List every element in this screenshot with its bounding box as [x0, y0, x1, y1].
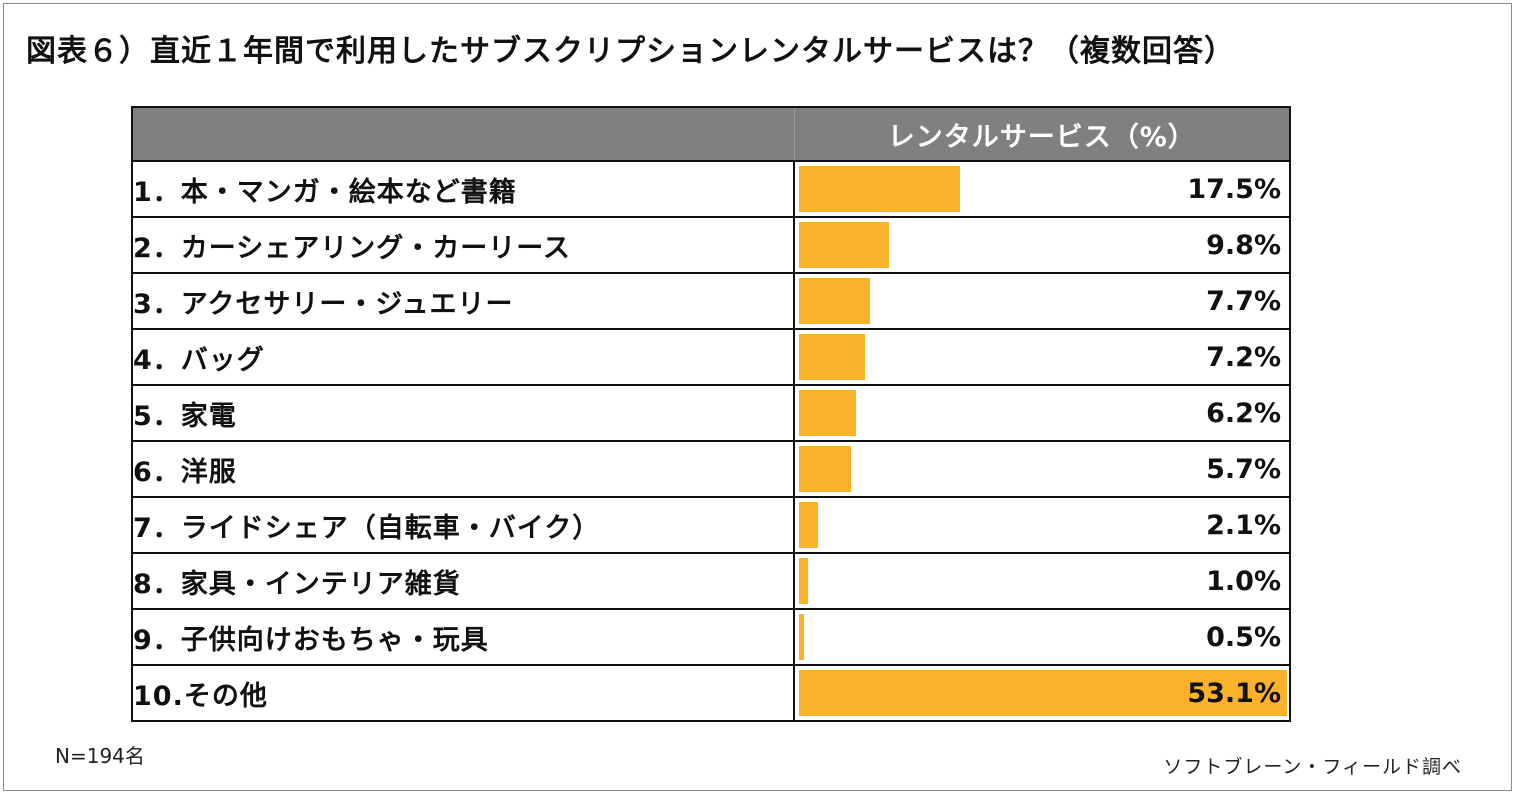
chart-title: 図表６）直近１年間で利用したサブスクリプションレンタルサービスは？（複数回答）: [26, 34, 1235, 69]
value-label: 2.1%: [1206, 509, 1281, 541]
bar: [799, 670, 1287, 716]
value-label: 0.5%: [1206, 621, 1281, 653]
bar: [799, 166, 960, 212]
value-cell: 1.0%: [793, 552, 1291, 610]
category-label: 2．カーシェアリング・カーリース: [131, 216, 795, 274]
category-label: 9．子供向けおもちゃ・玩具: [131, 608, 795, 666]
table-row: 5．家電 6.2%: [131, 384, 1291, 442]
table-row: 8．家具・インテリア雑貨 1.0%: [131, 552, 1291, 610]
value-label: 17.5%: [1187, 173, 1281, 205]
table-header-row: レンタルサービス（%）: [131, 106, 1291, 162]
value-label: 7.7%: [1206, 285, 1281, 317]
category-label: 3．アクセサリー・ジュエリー: [131, 272, 795, 330]
category-label: 10.その他: [131, 664, 795, 722]
bar: [799, 334, 866, 380]
chart-frame: [3, 3, 1512, 791]
bar: [799, 390, 856, 436]
table-row: 3．アクセサリー・ジュエリー 7.7%: [131, 272, 1291, 330]
value-cell: 5.7%: [793, 440, 1291, 498]
bar: [799, 614, 804, 660]
category-label: 8．家具・インテリア雑貨: [131, 552, 795, 610]
table-row: 9．子供向けおもちゃ・玩具 0.5%: [131, 608, 1291, 666]
source-note: ソフトブレーン・フィールド調べ: [1163, 756, 1462, 778]
table-row: 6．洋服 5.7%: [131, 440, 1291, 498]
value-label: 9.8%: [1206, 229, 1281, 261]
rental-table: レンタルサービス（%） 1．本・マンガ・絵本など書籍 17.5% 2．カーシェアリン…: [131, 106, 1291, 722]
value-cell: 7.2%: [793, 328, 1291, 386]
bar: [799, 222, 890, 268]
sample-size-note: N=194名: [55, 744, 145, 768]
table-row: 1．本・マンガ・絵本など書籍 17.5%: [131, 160, 1291, 218]
value-cell: 7.7%: [793, 272, 1291, 330]
value-label: 6.2%: [1206, 397, 1281, 429]
value-label: 7.2%: [1206, 341, 1281, 373]
value-cell: 0.5%: [793, 608, 1291, 666]
value-label: 53.1%: [1187, 677, 1281, 709]
value-cell: 53.1%: [793, 664, 1291, 722]
category-label: 7．ライドシェア（自転車・バイク）: [131, 496, 795, 554]
category-label: 1．本・マンガ・絵本など書籍: [131, 160, 795, 218]
table-row: 4．バッグ 7.2%: [131, 328, 1291, 386]
value-label: 1.0%: [1206, 565, 1281, 597]
table-row: 2．カーシェアリング・カーリース 9.8%: [131, 216, 1291, 274]
value-cell: 2.1%: [793, 496, 1291, 554]
column-header: レンタルサービス（%）: [793, 106, 1291, 162]
category-label: 4．バッグ: [131, 328, 795, 386]
header-blank-cell: [131, 106, 794, 162]
value-cell: 17.5%: [793, 160, 1291, 218]
category-label: 6．洋服: [131, 440, 795, 498]
bar: [799, 502, 819, 548]
table-row: 10.その他 53.1%: [131, 664, 1291, 722]
value-cell: 6.2%: [793, 384, 1291, 442]
table-row: 7．ライドシェア（自転車・バイク） 2.1%: [131, 496, 1291, 554]
value-cell: 9.8%: [793, 216, 1291, 274]
category-label: 5．家電: [131, 384, 795, 442]
bar: [799, 558, 809, 604]
bar: [799, 446, 852, 492]
value-label: 5.7%: [1206, 453, 1281, 485]
bar: [799, 278, 870, 324]
